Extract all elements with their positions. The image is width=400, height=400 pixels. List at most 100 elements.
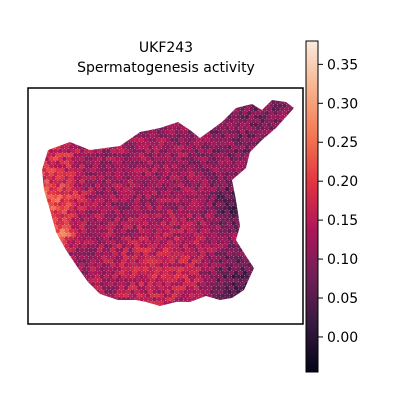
tissue-spot — [95, 266, 100, 272]
tissue-spot — [121, 281, 127, 287]
tissue-spot — [130, 221, 135, 226]
tissue-spot — [220, 133, 226, 139]
tissue-spot — [161, 236, 166, 241]
tissue-spot — [88, 232, 94, 238]
tissue-spot — [53, 171, 58, 177]
tissue-spot — [163, 285, 168, 291]
tissue-spot — [178, 205, 184, 211]
tissue-spot — [90, 175, 96, 181]
tissue-spot — [205, 259, 210, 264]
tissue-spot — [99, 198, 105, 203]
tissue-spot — [81, 259, 87, 264]
tissue-spot — [145, 171, 151, 177]
tissue-spot — [110, 232, 116, 238]
tissue-spot — [165, 198, 171, 203]
tissue-spot — [242, 141, 248, 146]
tissue-spot — [242, 278, 248, 283]
tissue-spot — [86, 167, 91, 173]
tissue-spot — [220, 232, 226, 238]
tissue-spot — [220, 262, 226, 268]
tissue-spot — [191, 175, 197, 181]
colorbar-tick-label: 0.35 — [327, 57, 358, 73]
tissue-spot — [231, 251, 237, 257]
tissue-spot — [218, 236, 223, 241]
tissue-spot — [231, 236, 237, 241]
tissue-spot — [227, 160, 232, 165]
tissue-spot — [147, 236, 153, 241]
tissue-spot — [178, 183, 184, 188]
tissue-spot — [106, 224, 111, 230]
tissue-spot — [172, 232, 177, 238]
tissue-spot — [220, 270, 226, 276]
tissue-spot — [211, 209, 217, 215]
tissue-spot — [145, 240, 151, 245]
tissue-spot — [185, 255, 190, 260]
tissue-spot — [77, 213, 83, 219]
tissue-spot — [125, 236, 131, 241]
tissue-spot — [165, 281, 171, 287]
tissue-spot — [46, 198, 52, 203]
tissue-spot — [88, 171, 94, 177]
tissue-spot — [194, 278, 199, 283]
tissue-spot — [70, 224, 76, 230]
tissue-spot — [229, 194, 234, 200]
tissue-spot — [233, 118, 239, 124]
tissue-spot — [59, 167, 65, 173]
tissue-spot — [209, 281, 215, 287]
tissue-spot — [167, 278, 173, 283]
tissue-spot — [196, 243, 201, 249]
tissue-spot — [48, 186, 54, 192]
tissue-spot — [161, 129, 166, 135]
tissue-spot — [132, 171, 138, 177]
tissue-spot — [211, 179, 217, 184]
tissue-spot — [189, 217, 195, 222]
tissue-spot — [268, 110, 274, 116]
tissue-spot — [70, 232, 76, 238]
tissue-spot — [147, 167, 153, 173]
tissue-spot — [77, 183, 83, 188]
tissue-spot — [46, 152, 52, 158]
tissue-spot — [165, 213, 171, 219]
tissue-spot — [139, 152, 144, 158]
tissue-spot — [117, 259, 122, 264]
tissue-spot — [213, 137, 219, 143]
tissue-spot — [75, 209, 80, 215]
tissue-spot — [196, 289, 201, 295]
tissue-spot — [147, 190, 153, 196]
tissue-spot — [216, 133, 221, 139]
tissue-spot — [183, 198, 188, 203]
tissue-spot — [68, 251, 74, 257]
tissue-spot — [73, 152, 78, 158]
tissue-spot — [143, 205, 149, 211]
tissue-spot — [161, 152, 166, 158]
tissue-spot — [79, 217, 85, 222]
tissue-spot — [202, 209, 208, 215]
colorbar-tick-label: 0.30 — [327, 96, 358, 112]
tissue-spot — [112, 175, 118, 181]
tissue-spot — [134, 167, 140, 173]
tissue-spot — [46, 183, 52, 188]
tissue-spot — [73, 221, 78, 226]
tissue-spot — [189, 232, 195, 238]
tissue-spot — [64, 183, 69, 188]
tissue-spot — [253, 114, 259, 120]
tissue-spot — [81, 152, 87, 158]
tissue-spot — [222, 145, 228, 150]
tissue-spot — [48, 179, 54, 184]
tissue-spot — [66, 240, 72, 245]
tissue-spot — [117, 266, 122, 272]
tissue-spot — [125, 160, 131, 165]
tissue-spot — [240, 274, 245, 279]
tissue-spot — [86, 160, 91, 165]
tissue-spot — [128, 202, 133, 207]
tissue-spot — [187, 198, 193, 203]
tissue-spot — [158, 202, 164, 207]
tissue-spot — [68, 190, 74, 196]
tissue-spot — [211, 202, 217, 207]
tissue-spot — [152, 228, 157, 234]
tissue-spot — [143, 289, 149, 295]
tissue-spot — [70, 171, 76, 177]
tissue-spot — [119, 293, 124, 298]
tissue-spot — [279, 107, 285, 112]
tissue-spot — [229, 141, 234, 146]
